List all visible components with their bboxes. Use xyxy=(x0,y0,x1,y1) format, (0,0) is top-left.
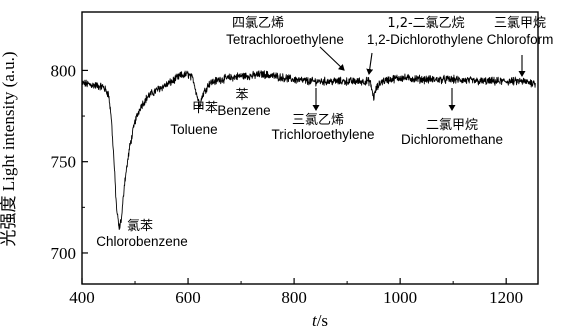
x-tick-label: 600 xyxy=(175,288,201,307)
plot-frame xyxy=(81,11,539,285)
annotation-en-dichloroethylene: 1,2-Dichlorothylene xyxy=(367,32,483,47)
y-tick-label: 700 xyxy=(51,244,77,263)
annotation-en-chlorobenzene: Chlorobenzene xyxy=(96,234,188,249)
annotation-cn-toluene: 甲苯 xyxy=(192,101,218,116)
y-tick-label: 750 xyxy=(51,153,77,172)
y-axis-label: 光强度 Light intensity (a.u.) xyxy=(0,51,18,246)
annotation-cn-chloroform: 三氯甲烷 xyxy=(494,16,546,31)
intensity-trace xyxy=(81,70,536,230)
annotation-cn-chlorobenzene: 氯苯 xyxy=(127,219,153,234)
trace-layer xyxy=(81,70,536,230)
annotations-layer: 氯苯Chlorobenzene甲苯Toluene苯Benzene四氯乙烯Tetr… xyxy=(96,16,553,249)
x-tick-label: 400 xyxy=(69,288,95,307)
x-tick-label: 800 xyxy=(281,288,307,307)
annotation-toluene: 甲苯 Toluene xyxy=(170,101,218,137)
annotation-en-toluene: Toluene xyxy=(170,122,217,137)
annotation-cn-benzene: 苯 xyxy=(235,88,248,103)
annotation-en-tetrachloroethylene: Tetrachloroethylene xyxy=(226,32,344,47)
axes-layer xyxy=(81,11,539,285)
annotation-cn-tetrachloroethylene: 四氯乙烯 xyxy=(232,16,284,31)
annotation-arrow-dichloroethylene xyxy=(366,52,374,75)
ticks-layer: 400 600 800 1000 1200 700 750 800 xyxy=(51,61,524,307)
annotation-cn-trichloroethylene: 三氯乙烯 xyxy=(292,113,344,128)
annotation-cn-dichloroethylene: 1,2-二氯乙烷 xyxy=(387,16,464,31)
x-axis-label: t/s xyxy=(312,311,328,330)
annotation-en-chloroform: Chloroform xyxy=(487,32,554,47)
annotation-en-benzene: Benzene xyxy=(217,103,270,118)
x-tick-label: 1000 xyxy=(383,288,417,307)
x-tick-label: 1200 xyxy=(489,288,523,307)
annotation-en-trichloroethylene: Trichloroethylene xyxy=(271,127,374,142)
annotation-cn-dichloromethane: 二氯甲烷 xyxy=(426,118,478,133)
annotation-arrow-tetrachloroethylene xyxy=(319,46,345,71)
annotation-en-dichloromethane: Dichloromethane xyxy=(401,132,503,147)
y-tick-label: 800 xyxy=(51,61,77,80)
